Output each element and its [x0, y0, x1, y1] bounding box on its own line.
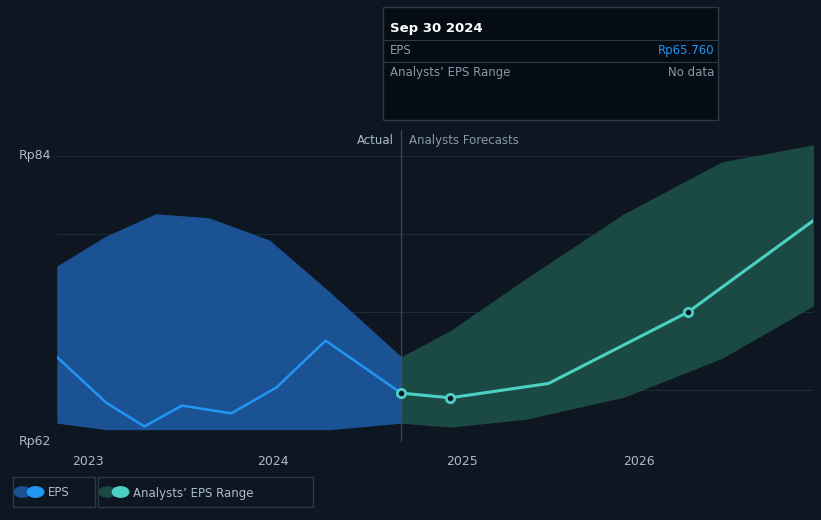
Text: 2023: 2023	[72, 455, 103, 468]
Text: Analysts’ EPS Range: Analysts’ EPS Range	[390, 66, 511, 79]
Text: 2025: 2025	[446, 455, 478, 468]
Text: EPS: EPS	[48, 487, 70, 500]
Text: Rp62: Rp62	[19, 435, 52, 448]
Text: Rp84: Rp84	[19, 149, 52, 162]
Text: Analysts Forecasts: Analysts Forecasts	[409, 134, 519, 147]
Text: Actual: Actual	[356, 134, 393, 147]
Text: EPS: EPS	[390, 44, 412, 57]
Text: 2026: 2026	[623, 455, 655, 468]
Text: No data: No data	[667, 66, 714, 79]
Text: Rp65.760: Rp65.760	[658, 44, 714, 57]
Text: Analysts’ EPS Range: Analysts’ EPS Range	[133, 487, 254, 500]
Text: 2024: 2024	[257, 455, 288, 468]
Text: Sep 30 2024: Sep 30 2024	[390, 22, 483, 35]
